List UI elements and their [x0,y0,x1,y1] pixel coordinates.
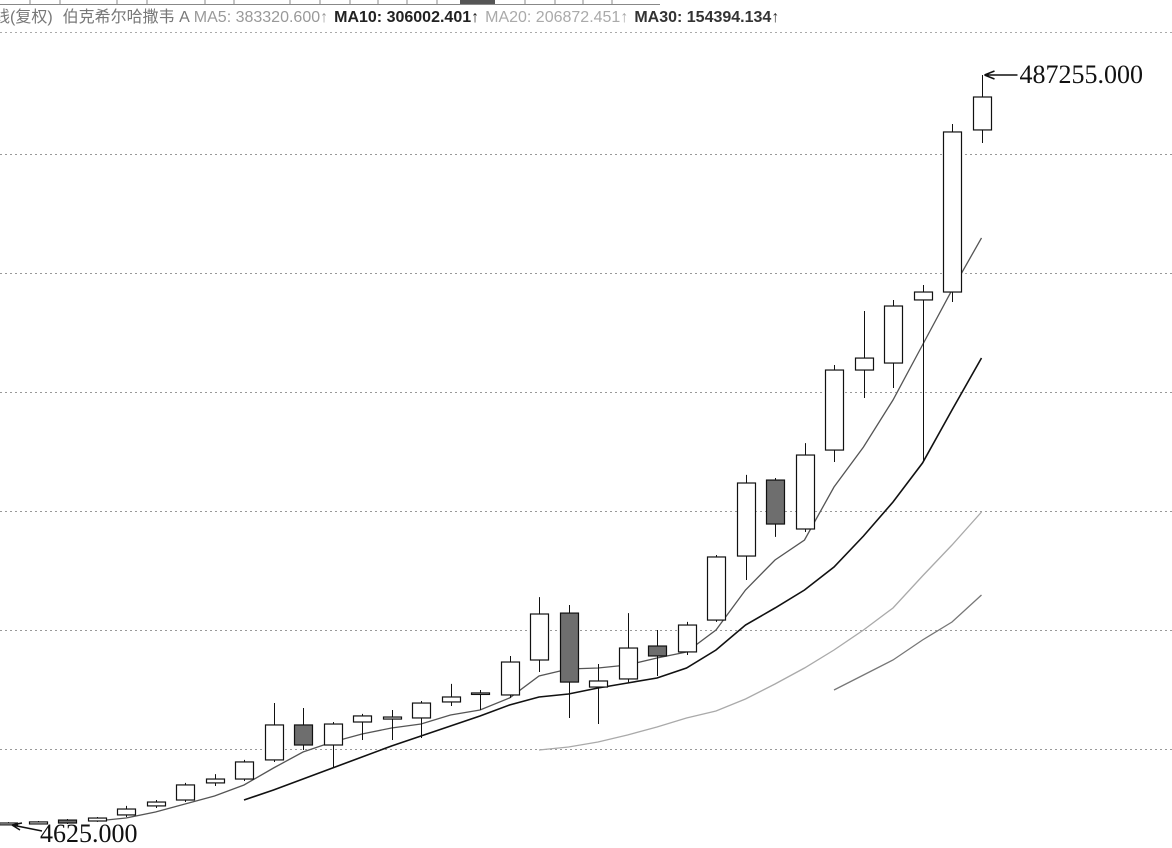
ma-line [96,237,983,822]
legend-entry: MA30: 154394.134↑ [634,9,779,26]
ma-line [833,594,982,691]
candle-body [795,454,816,530]
candle-body [264,724,285,761]
candle-body [28,821,49,825]
candle-body [647,645,668,657]
header-title: 线(复权) [0,8,53,26]
annotation-label: 487255.000 [1020,60,1144,89]
candle-body [175,784,196,801]
candle-body [736,482,757,557]
candle-body [146,801,167,807]
grid [0,154,1172,750]
candle-body [883,305,904,364]
annotation-label: 4625.000 [40,819,138,848]
candle-body [352,715,373,723]
candle-body [323,723,344,746]
annotations: 487255.000 4625.000 [11,60,1144,848]
legend-entry: MA10: 306002.401↑ [334,9,479,26]
candle-body [824,369,845,451]
ma-line [538,511,982,751]
legend-entry: MA5: 383320.600↑ [194,9,328,26]
candles [0,75,993,826]
header-line: 线(复权) 伯克希尔哈撒韦 A MA5: 383320.600↑ MA10: 3060… [0,8,779,26]
ma-lines [96,237,983,822]
candle-body [205,778,226,784]
candle-body [588,680,609,688]
candle-body [942,131,963,293]
candle-body [559,612,580,683]
candle-body [382,716,403,720]
candle-body [234,761,255,780]
annotation-arrow [11,822,43,832]
candle-body [529,613,550,661]
candle-body [677,624,698,653]
top-ruler [0,0,660,5]
candle-body [293,724,314,746]
candle-body [913,291,934,301]
ma-line [243,357,983,801]
candle-body [470,692,491,696]
candle-body [411,702,432,719]
candle-body [854,357,875,371]
header-subtitle: 伯克希尔哈撒韦 A [63,8,190,26]
annotation-arrow [984,70,1018,80]
candle-body [57,819,78,824]
candle-body [500,661,521,696]
candle-body [441,696,462,703]
candle-body [87,817,108,822]
candle-body [618,647,639,680]
candle-body [972,96,993,131]
legend-entry: MA20: 206872.451↑ [485,9,628,26]
candle-body [116,808,137,816]
candle-body [765,479,786,525]
candle-body [706,556,727,621]
